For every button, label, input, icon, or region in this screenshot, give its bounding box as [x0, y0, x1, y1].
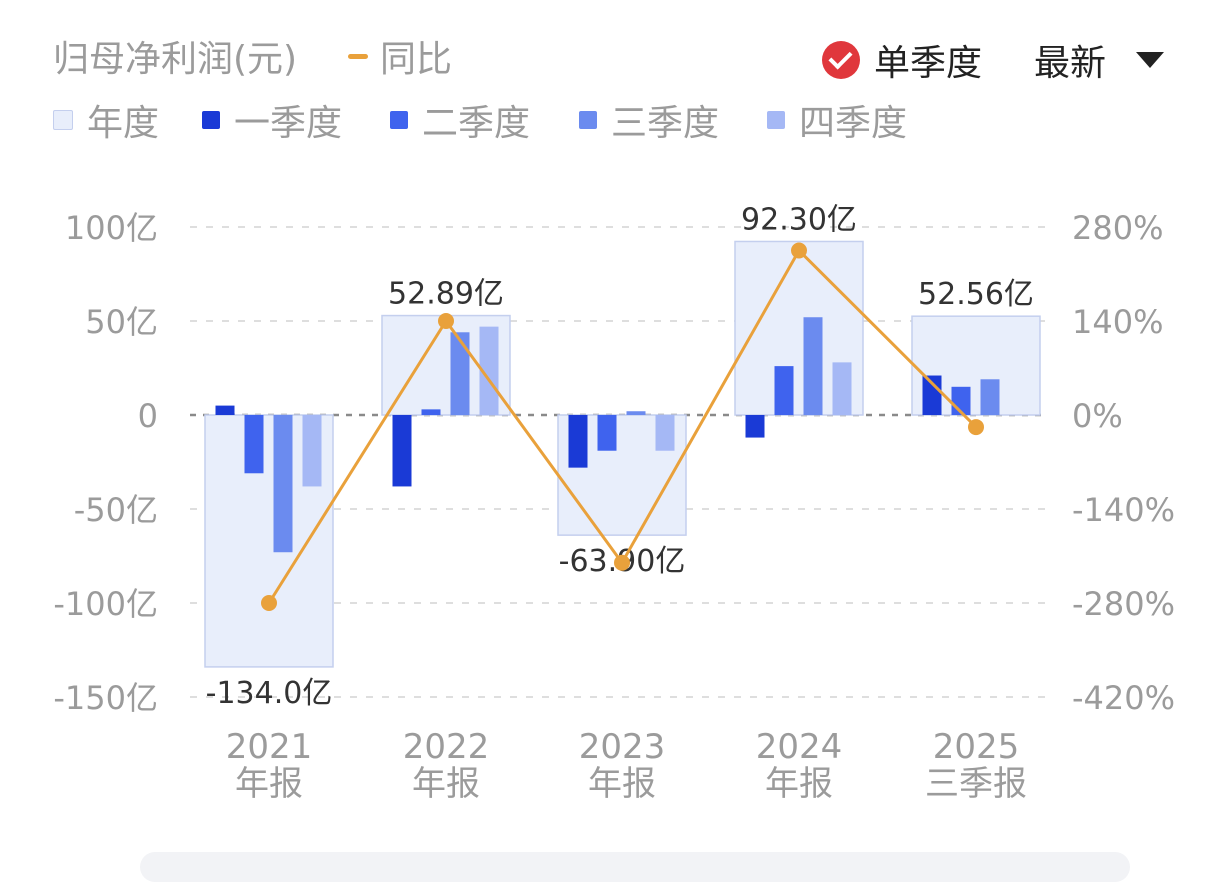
y-left-tick-label: -50亿: [74, 491, 158, 529]
quarter-bar: [745, 415, 765, 438]
yoy-point: [791, 242, 807, 259]
legend-label: 二季度: [422, 103, 531, 144]
yoy-point: [614, 554, 630, 571]
quarter-bar: [479, 326, 499, 415]
y-left-tick-label: -150亿: [53, 679, 158, 717]
x-tick-label-type: 三季报: [925, 764, 1027, 804]
legend-item-q2[interactable]: 二季度: [390, 94, 530, 146]
y-left-tick-label: 50亿: [85, 303, 158, 341]
yoy-point: [261, 595, 277, 611]
quarter-bar: [273, 415, 293, 553]
legend-label: 一季度: [234, 103, 343, 144]
quarter-bar: [421, 409, 441, 415]
quarter-bar: [568, 415, 588, 468]
x-tick-label-year: 2023: [579, 727, 666, 767]
y-right-tick-label: 140%: [1072, 303, 1163, 341]
x-tick-label-type: 年报: [765, 764, 833, 804]
period-label: 最新: [1034, 43, 1107, 84]
quarter-bar: [803, 317, 823, 415]
quarter-bar: [302, 415, 322, 487]
yoy-legend: 同比: [348, 30, 452, 82]
yoy-label: 同比: [380, 39, 453, 80]
y-left-tick-label: 0: [138, 397, 158, 435]
y-right-tick-label: -280%: [1072, 585, 1175, 623]
x-tick-label-year: 2021: [226, 727, 313, 767]
legend-label: 四季度: [799, 103, 908, 144]
quarter-bar: [980, 379, 1000, 415]
quarter-bar: [215, 405, 235, 415]
y-right-tick-label: 0%: [1072, 397, 1123, 435]
annual-value-label: 52.56亿: [918, 277, 1034, 312]
x-tick-label-year: 2024: [756, 727, 843, 767]
quarter-bar: [655, 415, 675, 451]
x-tick-label-type: 年报: [588, 764, 656, 804]
quarter-bar: [774, 366, 794, 415]
y-right-tick-label: 280%: [1072, 209, 1163, 247]
annual-value-label: 92.30亿: [741, 202, 857, 237]
legend-swatch: [579, 111, 597, 129]
yoy-point: [438, 313, 454, 329]
x-tick-label-year: 2022: [403, 727, 490, 767]
annual-value-label: 52.89亿: [388, 277, 504, 312]
x-tick-label-type: 年报: [235, 764, 303, 804]
y-right-tick-label: -140%: [1072, 491, 1175, 529]
legend-swatch: [390, 111, 408, 129]
y-left-tick-label: 100亿: [65, 209, 158, 247]
checkmark-icon: [822, 41, 860, 79]
legend-item-q4[interactable]: 四季度: [767, 94, 907, 146]
legend-swatch: [202, 111, 220, 129]
quarter-bar: [597, 415, 617, 451]
legend-item-q3[interactable]: 三季度: [579, 94, 719, 146]
y-left-tick-label: -100亿: [53, 585, 158, 623]
chart-title: 归母净利润(元): [53, 39, 298, 80]
yoy-line-swatch: [348, 53, 368, 59]
legend-label: 年度: [87, 103, 160, 144]
period-dropdown[interactable]: 最新: [1034, 34, 1165, 86]
legend-item-annual[interactable]: 年度: [53, 94, 159, 146]
quarter-bar: [922, 375, 942, 415]
legend-swatch: [53, 110, 73, 130]
quarter-bar: [392, 415, 412, 487]
single-quarter-toggle[interactable]: 单季度: [822, 34, 982, 86]
quarter-bar: [244, 415, 264, 474]
y-right-tick-label: -420%: [1072, 679, 1175, 717]
quarter-bar: [450, 332, 470, 415]
legend-item-q1[interactable]: 一季度: [202, 94, 342, 146]
yoy-point: [968, 419, 984, 436]
legend-swatch: [767, 111, 785, 129]
bottom-panel-edge: [140, 852, 1130, 882]
quarter-bar: [832, 362, 852, 415]
quarter-bar: [626, 411, 646, 415]
legend-label: 三季度: [611, 103, 720, 144]
annual-value-label: -134.0亿: [206, 676, 333, 711]
x-tick-label-year: 2025: [933, 727, 1020, 767]
toggle-label: 单季度: [874, 43, 983, 84]
caret-down-icon: [1136, 52, 1165, 68]
x-tick-label-type: 年报: [412, 764, 480, 804]
